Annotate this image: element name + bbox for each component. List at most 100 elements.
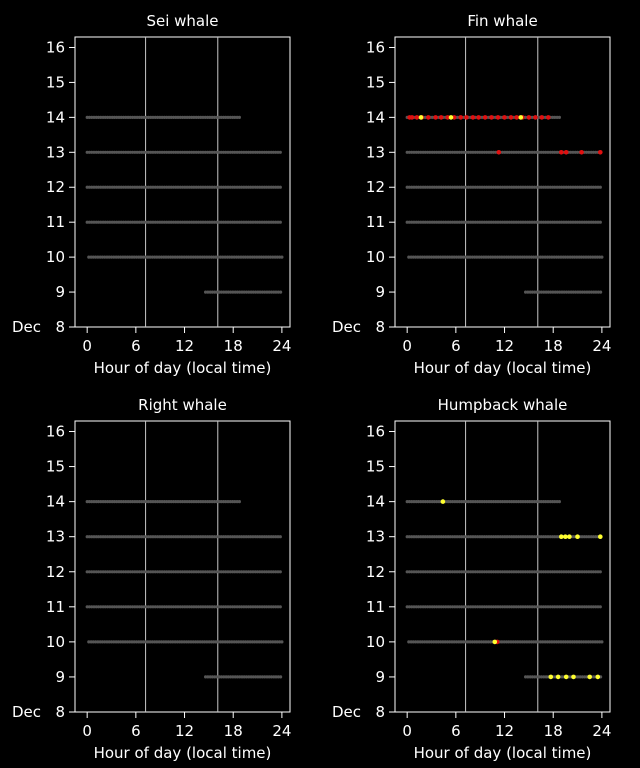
effort-point (110, 570, 114, 574)
effort-point (187, 115, 191, 119)
effort-point (119, 255, 123, 259)
effort-point (521, 605, 525, 609)
effort-point (427, 255, 431, 259)
effort-point (196, 255, 200, 259)
effort-point (140, 185, 144, 189)
effort-point (444, 220, 448, 224)
effort-point (231, 290, 235, 294)
detection-point (526, 115, 532, 120)
effort-point (149, 605, 153, 609)
effort-point (121, 115, 126, 119)
effort-point (267, 605, 271, 609)
effort-point (258, 535, 262, 539)
effort-point (94, 185, 98, 189)
effort-point (525, 640, 529, 644)
effort-point (548, 185, 552, 189)
effort-point (231, 605, 235, 609)
effort-point (171, 115, 176, 119)
effort-point (427, 640, 431, 644)
effort-point (478, 150, 482, 154)
effort-point (551, 605, 555, 609)
effort-point (142, 115, 146, 119)
effort-point (275, 255, 279, 259)
effort-point (545, 640, 550, 644)
effort-point (269, 535, 273, 539)
effort-point (176, 535, 180, 539)
effort-point (244, 675, 249, 679)
effort-point (153, 150, 157, 154)
effort-point (190, 570, 194, 574)
effort-point (528, 605, 532, 609)
effort-point (174, 500, 178, 504)
x-tick-label: 18 (224, 722, 243, 740)
effort-point (110, 500, 114, 504)
effort-point (491, 220, 496, 224)
effort-point (187, 570, 191, 574)
effort-point (414, 535, 418, 539)
effort-point (416, 220, 421, 224)
effort-point (212, 570, 216, 574)
effort-point (249, 605, 253, 609)
effort-point (471, 220, 475, 224)
effort-point (215, 675, 219, 679)
effort-point (532, 220, 537, 224)
effort-point (518, 255, 522, 259)
effort-point (578, 290, 582, 294)
effort-point (535, 290, 539, 294)
effort-point (112, 640, 116, 644)
possible-detection-point (575, 534, 580, 539)
effort-point (162, 150, 166, 154)
effort-point (92, 185, 96, 189)
effort-point (151, 570, 155, 574)
effort-point (212, 535, 216, 539)
effort-point (251, 535, 255, 539)
effort-point (457, 255, 461, 259)
effort-point (485, 500, 489, 504)
effort-point (441, 255, 445, 259)
effort-point (85, 115, 89, 119)
effort-point (521, 570, 525, 574)
effort-point (215, 150, 219, 154)
effort-point (215, 535, 219, 539)
effort-point (439, 570, 443, 574)
effort-point (199, 570, 203, 574)
effort-point (255, 255, 259, 259)
effort-point (585, 605, 589, 609)
effort-point (146, 535, 151, 539)
effort-point (445, 640, 449, 644)
effort-point (205, 640, 209, 644)
effort-point (244, 220, 248, 224)
effort-point (523, 500, 527, 504)
effort-point (278, 255, 282, 259)
effort-point (489, 605, 493, 609)
effort-point (203, 150, 207, 154)
effort-point (596, 605, 600, 609)
effort-point (275, 640, 279, 644)
effort-point (557, 220, 562, 224)
effort-point (587, 220, 591, 224)
effort-point (419, 500, 423, 504)
effort-point (149, 150, 153, 154)
effort-point (466, 220, 471, 224)
effort-point (405, 570, 409, 574)
effort-point (133, 570, 137, 574)
effort-point (529, 640, 534, 644)
effort-point (194, 640, 198, 644)
effort-point (276, 290, 280, 294)
effort-point (194, 570, 198, 574)
effort-point (196, 115, 201, 119)
effort-point (117, 185, 121, 189)
effort-point (162, 185, 166, 189)
effort-point (115, 605, 119, 609)
effort-point (407, 185, 411, 189)
effort-point (156, 500, 160, 504)
effort-point (115, 220, 119, 224)
effort-point (189, 640, 193, 644)
effort-point (128, 500, 132, 504)
effort-point (233, 290, 237, 294)
effort-point (453, 605, 457, 609)
effort-point (505, 500, 509, 504)
effort-point (125, 640, 129, 644)
effort-point (585, 290, 589, 294)
detection-point (426, 115, 431, 120)
